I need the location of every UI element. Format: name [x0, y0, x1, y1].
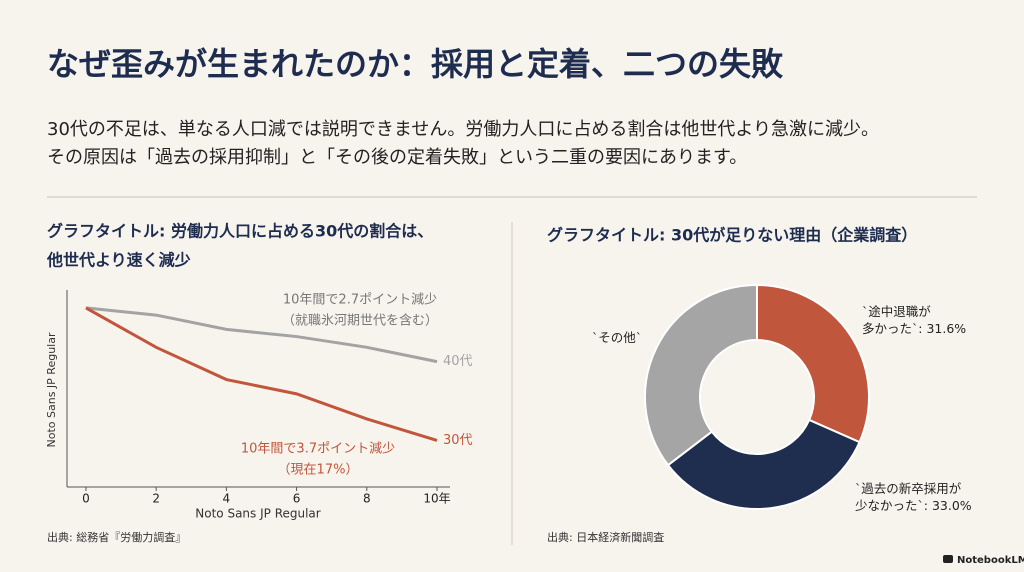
slice-label: `途中退職が 多かった`: 31.6%	[862, 303, 966, 337]
donut-slice	[756, 283, 870, 444]
value-label: : 31.6%	[918, 321, 967, 336]
line-series	[85, 306, 438, 442]
donut-slice	[666, 418, 861, 510]
line-series	[85, 306, 438, 364]
x-tick-label: 10年	[423, 492, 450, 506]
x-tick-label: 2	[152, 492, 160, 506]
source: 出典: 総務省『労働力調査』	[47, 530, 186, 544]
paragraph-line: 30代の不足は、単なる人口減では説明できません。労働力人口に占める割合は他世代よ…	[47, 119, 879, 140]
x-tick-label: 0	[82, 492, 90, 506]
series-label: 30代	[443, 433, 473, 448]
annotation: 10年間で2.7ポイント減少	[283, 292, 437, 308]
x-tick-label: 4	[223, 492, 231, 506]
paragraph-line: その原因は「過去の採用抑制」と「その後の定着失敗」という二重の要因にあります。	[47, 147, 747, 168]
category-label: `途中退職が 多かった`	[862, 304, 931, 336]
annotation: （現在17%）	[278, 463, 359, 478]
slide-title: なぜ歪みが生まれたのか：採用と定着、二つの失敗	[47, 45, 784, 83]
y-axis-label: Noto Sans JP Regular	[45, 332, 58, 447]
chart-title: 他世代より速く減少	[46, 251, 191, 270]
x-tick-label: 8	[363, 492, 371, 506]
chart-title: グラフタイトル: 労働力人口に占める30代の割合は、	[47, 222, 433, 241]
x-tick-label: 6	[293, 492, 301, 506]
value-label: : 33.0%	[923, 498, 972, 513]
logo-icon	[943, 555, 953, 563]
annotation: 10年間で3.7ポイント減少	[241, 441, 395, 457]
donut-slice	[644, 283, 758, 467]
category-label: `その他`	[592, 330, 643, 345]
category-label: `過去の新卒採用が 少なかった`	[855, 481, 962, 513]
series-label: 40代	[443, 354, 473, 369]
slice-label: `その他`	[592, 329, 642, 346]
chart-title: グラフタイトル: 30代が足りない理由（企業調査）	[547, 226, 917, 245]
source: 出典: 日本経済新聞調査	[547, 530, 664, 544]
slice-label: `過去の新卒採用が 少なかった`: 33.0%	[855, 480, 972, 514]
annotation: （就職氷河期世代を含む）	[282, 313, 438, 329]
footer-brand: NotebookLM	[957, 555, 1024, 566]
x-axis-label: Noto Sans JP Regular	[195, 507, 321, 521]
